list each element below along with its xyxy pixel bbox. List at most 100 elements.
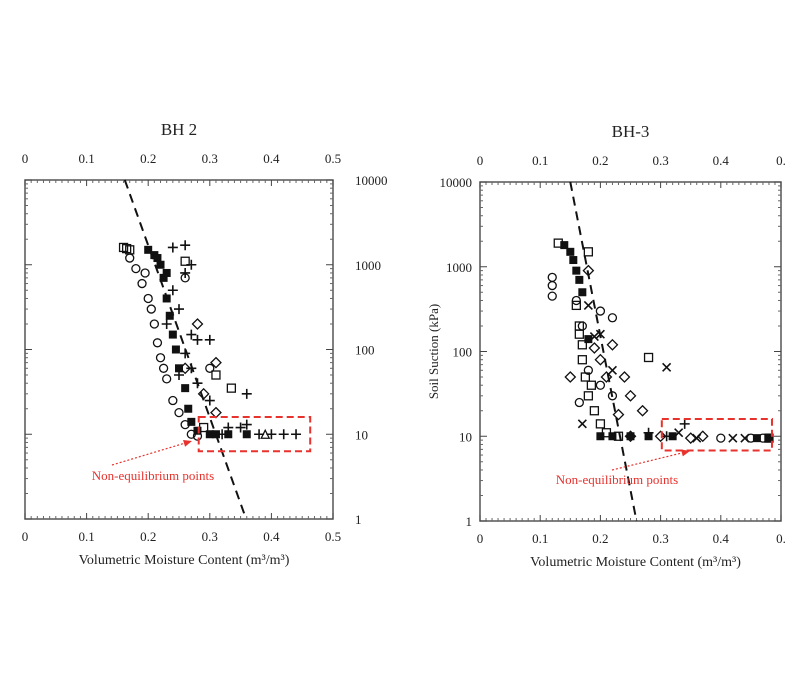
data-point-circles (125, 253, 135, 263)
data-point-filled (171, 345, 180, 354)
data-point-filled (578, 288, 587, 297)
chart-panel-2: BH-3000.10.10.20.20.30.30.40.40.0.110100… (426, 122, 786, 570)
y-tick-label: 10 (355, 427, 368, 442)
data-point-filled (764, 434, 773, 443)
x-tick-label: 0.4 (263, 529, 280, 544)
chart-title: BH-3 (612, 122, 650, 141)
y-tick-label: 1000 (446, 260, 472, 275)
data-point-diamonds (600, 371, 613, 383)
data-point-circles (152, 338, 163, 348)
data-point-squares (180, 256, 190, 266)
data-point-diamonds (582, 264, 595, 277)
y-tick-label: 100 (355, 343, 375, 358)
data-point-filled (596, 432, 605, 441)
annotation-arrow-line (111, 440, 193, 466)
chart-panel-1: BH 2 0 0 0.1 0.1 0.2 0.2 0.3 0.3 0.4 0.4 0.5 0.5 1 10 1… (22, 120, 388, 568)
data-point-circles (162, 374, 172, 384)
data-point-filled (162, 268, 171, 277)
x-tick-label-top: 0.1 (78, 151, 94, 166)
data-point-diamonds (612, 408, 625, 421)
data-point-circles (174, 407, 184, 418)
data-point-squares (595, 419, 606, 429)
data-point-filled (144, 245, 153, 254)
annotation-arrow-head-icon (183, 440, 192, 447)
data-point-filled (575, 275, 584, 284)
data-point-plus (278, 429, 289, 440)
data-point-plus (186, 363, 197, 374)
data-point-squares (583, 391, 594, 401)
data-point-plus (192, 334, 203, 345)
data-point-circles (131, 263, 141, 274)
data-point-diamonds (564, 371, 577, 383)
data-point-plus (241, 388, 252, 399)
data-point-circles (158, 363, 169, 373)
data-point-squares (211, 370, 221, 380)
data-point-circles (583, 365, 594, 375)
annotation-label: Non-equilibrium points (556, 472, 678, 487)
data-point-diamonds (606, 338, 619, 351)
x-tick-label: 0.1 (78, 529, 94, 544)
x-tick-label-top: 0.3 (652, 153, 668, 168)
data-point-circles (595, 380, 606, 390)
x-tick-label: 0.5 (325, 529, 341, 544)
data-point-triangles (260, 428, 271, 439)
plot-frame (479, 181, 782, 522)
data-point-filled (211, 430, 220, 439)
data-point-squares (577, 340, 587, 350)
y-tick-label: 1 (355, 512, 362, 527)
data-point-crosses (583, 300, 593, 310)
data-point-diamonds (588, 342, 601, 354)
y-tick-label: 10 (459, 429, 472, 444)
data-point-plus (204, 395, 215, 406)
data-point-filled (193, 426, 202, 435)
data-point-diamonds (636, 404, 649, 417)
data-point-circles (137, 278, 147, 289)
x-tick-label-top: 0.4 (263, 151, 280, 166)
x-tick-label-top: 0. (776, 153, 786, 168)
trend-dashed-line (569, 181, 638, 522)
data-point-filled (187, 417, 196, 426)
data-point-squares (589, 406, 600, 416)
data-point-circles (547, 280, 557, 291)
data-point-circles (574, 397, 584, 408)
data-point-filled (181, 384, 190, 393)
y-tick-label: 1000 (355, 258, 381, 273)
data-point-circles (168, 395, 178, 406)
x-tick-label: 0.3 (202, 529, 218, 544)
data-point-plus (167, 285, 178, 296)
data-point-circles (143, 293, 153, 304)
x-tick-label-top: 0 (477, 153, 484, 168)
x-tick-label: 0. (776, 531, 786, 546)
data-point-plus (161, 318, 172, 329)
data-point-plus (180, 240, 191, 251)
data-point-circles (140, 268, 150, 278)
data-point-plus (266, 429, 277, 440)
data-point-crosses (577, 419, 587, 429)
data-point-plus (186, 329, 197, 340)
data-point-filled (626, 432, 635, 441)
data-point-circles (716, 433, 726, 443)
data-point-circles (607, 313, 618, 323)
data-point-crosses (662, 362, 672, 372)
data-point-filled (224, 430, 233, 439)
data-point-squares (571, 300, 581, 311)
data-point-filled (159, 273, 168, 282)
data-point-plus (180, 267, 191, 278)
data-point-plus (186, 259, 197, 270)
data-point-filled (608, 432, 617, 441)
data-point-plus (241, 419, 252, 430)
data-point-squares (118, 242, 129, 253)
y-tick-label: 10000 (440, 175, 473, 190)
data-point-diamonds (618, 371, 631, 383)
data-point-plus (291, 429, 302, 440)
data-point-filled (668, 432, 677, 441)
data-point-diamonds (594, 353, 607, 366)
y-tick-label: 10000 (355, 173, 388, 188)
x-tick-label-top: 0.2 (592, 153, 608, 168)
x-axis-label: Volumetric Moisture Content (m³/m³) (530, 555, 741, 570)
non-equilibrium-highlight-box (660, 417, 773, 452)
data-point-squares (586, 380, 597, 390)
x-tick-label-top: 0.2 (140, 151, 156, 166)
data-point-plus (192, 378, 203, 389)
data-point-plus (643, 427, 654, 438)
